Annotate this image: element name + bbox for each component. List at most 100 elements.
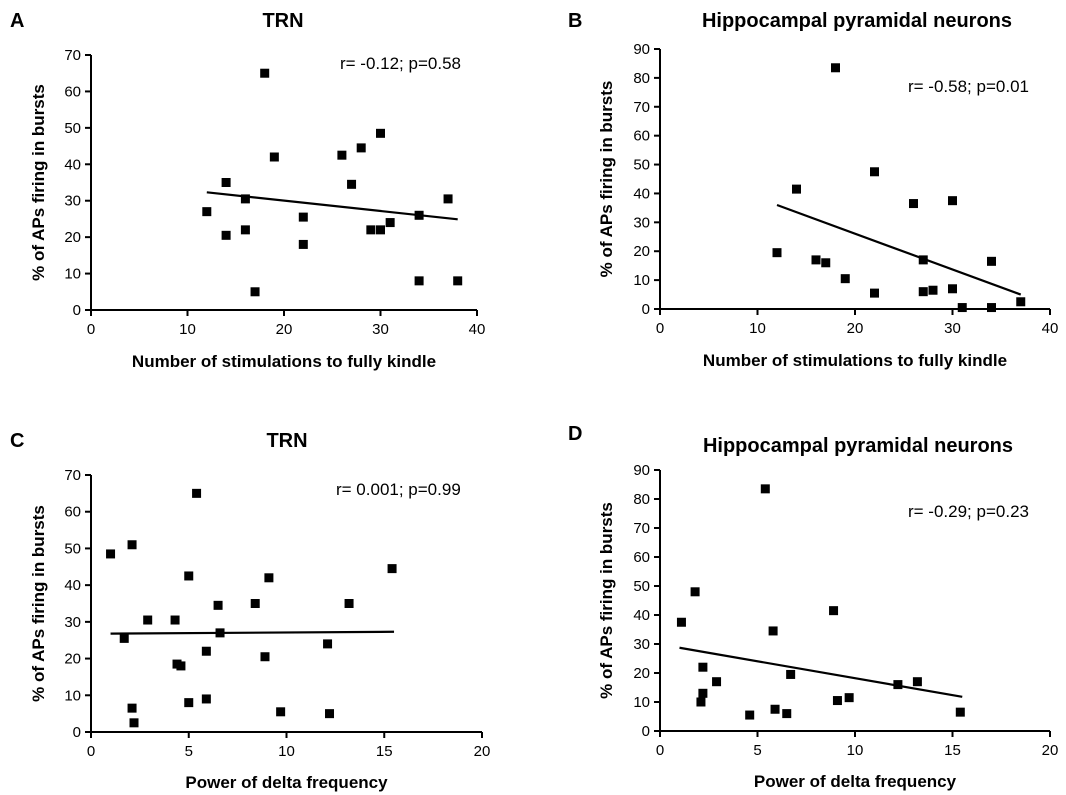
data-point bbox=[870, 167, 879, 177]
panel-a: A TRN r= -0.12; p=0.58 Number of stimula… bbox=[10, 10, 485, 371]
y-tick-label: 70 bbox=[64, 47, 81, 64]
y-tick-label: 20 bbox=[633, 243, 650, 260]
correlation-annotation: r= -0.29; p=0.23 bbox=[908, 502, 1029, 521]
y-axis-label: % of APs firing in bursts bbox=[597, 81, 616, 278]
y-tick-label: 40 bbox=[633, 185, 650, 202]
data-point bbox=[768, 626, 778, 636]
data-point bbox=[260, 652, 270, 662]
data-point bbox=[337, 150, 347, 160]
y-tick-label: 10 bbox=[633, 272, 650, 289]
x-tick-label: 5 bbox=[185, 743, 193, 760]
data-point bbox=[909, 199, 918, 209]
data-point bbox=[376, 225, 385, 235]
y-axis-label: % of APs firing in bursts bbox=[29, 84, 48, 281]
data-point bbox=[698, 662, 708, 672]
panel-title: TRN bbox=[262, 10, 303, 32]
y-tick-label: 50 bbox=[64, 120, 81, 137]
x-tick-label: 0 bbox=[87, 321, 95, 338]
data-point bbox=[127, 703, 137, 713]
data-point bbox=[676, 617, 686, 627]
x-axis-label: Power of delta frequency bbox=[754, 772, 957, 791]
data-point bbox=[260, 68, 270, 78]
data-point bbox=[170, 615, 180, 625]
x-axis-label: Number of stimulations to fully kindle bbox=[132, 352, 436, 371]
data-point bbox=[221, 178, 231, 187]
y-tick-label: 60 bbox=[633, 549, 650, 566]
data-point bbox=[143, 615, 153, 625]
data-point bbox=[347, 179, 357, 189]
x-axis-label: Power of delta frequency bbox=[185, 773, 388, 792]
data-point bbox=[987, 303, 996, 313]
data-point bbox=[770, 704, 780, 714]
data-point bbox=[276, 707, 286, 717]
panel-title: TRN bbox=[266, 430, 307, 452]
y-tick-label: 10 bbox=[633, 694, 650, 711]
x-tick-label: 30 bbox=[372, 321, 389, 338]
y-tick-label: 70 bbox=[64, 467, 81, 484]
x-tick-label: 20 bbox=[474, 743, 491, 760]
data-point bbox=[840, 274, 850, 284]
data-point bbox=[269, 152, 279, 162]
y-tick-label: 70 bbox=[633, 520, 650, 537]
y-tick-label: 70 bbox=[633, 99, 650, 116]
data-point bbox=[250, 287, 260, 297]
data-point bbox=[712, 677, 722, 687]
y-tick-label: 10 bbox=[64, 266, 81, 283]
panel-letter: D bbox=[568, 423, 582, 445]
data-point bbox=[453, 276, 463, 286]
data-point bbox=[782, 709, 792, 719]
x-tick-label: 40 bbox=[469, 321, 486, 338]
y-tick-label: 10 bbox=[64, 687, 81, 704]
x-tick-label: 40 bbox=[1042, 320, 1059, 337]
data-point bbox=[184, 571, 194, 581]
data-point bbox=[298, 239, 308, 249]
x-tick-label: 10 bbox=[847, 742, 864, 759]
panel-letter: A bbox=[10, 10, 24, 32]
data-point bbox=[928, 285, 938, 295]
x-tick-label: 10 bbox=[749, 320, 766, 337]
y-tick-label: 20 bbox=[64, 229, 81, 246]
data-point bbox=[870, 288, 879, 298]
data-point bbox=[264, 573, 274, 583]
data-point bbox=[240, 225, 250, 235]
y-tick-label: 60 bbox=[633, 128, 650, 145]
data-point bbox=[912, 677, 922, 687]
correlation-annotation: r= 0.001; p=0.99 bbox=[336, 480, 461, 499]
y-tick-label: 40 bbox=[64, 156, 81, 173]
data-point bbox=[106, 549, 116, 559]
data-point bbox=[948, 284, 957, 294]
x-tick-label: 10 bbox=[278, 743, 295, 760]
data-point bbox=[221, 230, 231, 240]
correlation-annotation: r= -0.12; p=0.58 bbox=[340, 54, 461, 73]
data-point bbox=[832, 696, 842, 706]
data-point bbox=[690, 587, 700, 597]
data-point bbox=[987, 256, 996, 266]
x-tick-label: 5 bbox=[753, 742, 761, 759]
data-point bbox=[829, 606, 839, 616]
y-axis-label: % of APs firing in bursts bbox=[29, 505, 48, 702]
data-point bbox=[192, 488, 202, 498]
data-point bbox=[387, 564, 397, 574]
y-tick-label: 30 bbox=[64, 614, 81, 631]
data-point bbox=[414, 276, 424, 286]
y-tick-label: 50 bbox=[633, 578, 650, 595]
regression-line bbox=[679, 646, 963, 698]
data-point bbox=[414, 210, 424, 220]
data-point bbox=[127, 540, 137, 550]
x-axis-label: Number of stimulations to fully kindle bbox=[703, 351, 1007, 370]
data-point bbox=[344, 599, 354, 608]
data-point bbox=[240, 194, 250, 204]
x-tick-label: 0 bbox=[656, 742, 664, 759]
panel-letter: C bbox=[10, 430, 24, 452]
data-point bbox=[323, 639, 333, 649]
data-point bbox=[772, 248, 782, 258]
data-point bbox=[176, 661, 186, 671]
panel-d: D Hippocampal pyramidal neurons r= -0.29… bbox=[568, 423, 1058, 791]
data-point bbox=[201, 646, 211, 656]
data-point bbox=[844, 693, 854, 703]
y-axis-label: % of APs firing in bursts bbox=[597, 502, 616, 699]
data-point bbox=[831, 63, 840, 73]
data-point bbox=[129, 718, 139, 728]
y-tick-label: 0 bbox=[642, 723, 650, 740]
y-tick-label: 50 bbox=[633, 157, 650, 174]
